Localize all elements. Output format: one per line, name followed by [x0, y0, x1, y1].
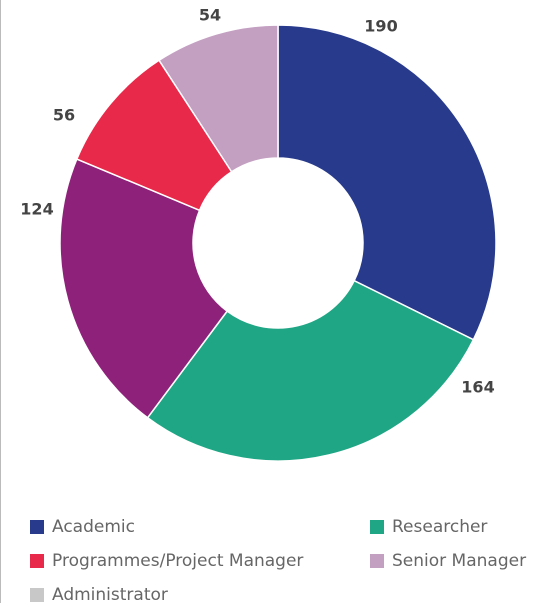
slice — [59, 158, 229, 419]
slice — [277, 24, 497, 341]
legend-label: Administrator — [52, 585, 168, 603]
legend-swatch — [30, 588, 44, 602]
data-label: 190 — [364, 17, 397, 36]
data-label: 54 — [199, 6, 221, 25]
legend-label: Programmes/Project Manager — [52, 551, 303, 571]
legend-swatch — [370, 554, 384, 568]
legend-swatch — [30, 554, 44, 568]
data-label: 124 — [20, 200, 53, 219]
slice — [158, 24, 279, 173]
data-label: 164 — [461, 378, 494, 397]
legend-swatch — [370, 520, 384, 534]
legend-label: Academic — [52, 517, 135, 537]
legend-label: Researcher — [392, 517, 487, 537]
legend-swatch — [30, 520, 44, 534]
data-label: 56 — [53, 106, 75, 125]
legend-label: Senior Manager — [392, 551, 526, 571]
slice — [146, 279, 475, 462]
